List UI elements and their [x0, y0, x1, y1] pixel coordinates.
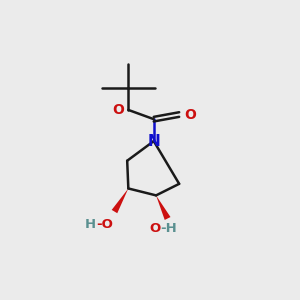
Text: -H: -H — [161, 222, 177, 236]
Polygon shape — [112, 188, 128, 213]
Text: N: N — [147, 134, 160, 148]
Text: H: H — [85, 218, 96, 231]
Text: O: O — [184, 107, 196, 122]
Polygon shape — [156, 195, 170, 220]
Text: O: O — [112, 103, 124, 117]
Text: O: O — [149, 222, 161, 236]
Text: -O: -O — [96, 218, 113, 231]
